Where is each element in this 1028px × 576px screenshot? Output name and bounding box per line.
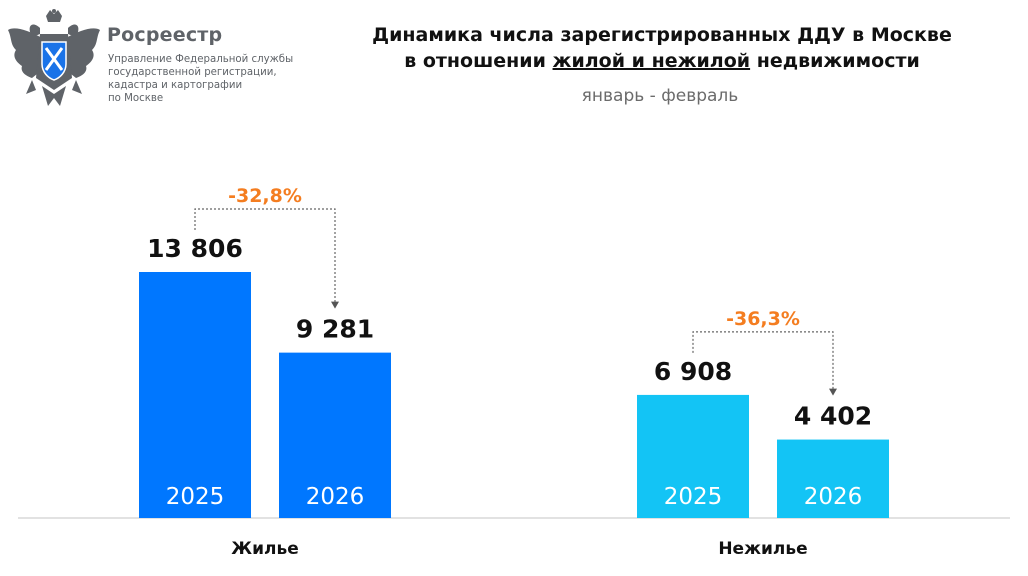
bar-value-label: 13 806 <box>147 234 243 263</box>
bar-year-label: 2025 <box>166 484 225 510</box>
bar <box>279 352 391 518</box>
category-label: Жилье <box>231 539 298 559</box>
org-subtitle-line: по Москве <box>108 93 164 104</box>
org-subtitle-line: кадастра и картографии <box>108 80 243 91</box>
title-prefix: в отношении <box>404 50 553 72</box>
bar-year-label: 2026 <box>306 484 365 510</box>
bar-year-label: 2026 <box>804 484 863 510</box>
change-arrow-icon <box>829 388 837 396</box>
bar-value-label: 9 281 <box>296 315 374 344</box>
org-subtitle: Управление Федеральной службы государств… <box>108 53 328 105</box>
chart-title-line-1: Динамика числа зарегистрированных ДДУ в … <box>372 24 952 46</box>
bar-value-label: 6 908 <box>654 357 732 386</box>
bar <box>637 394 749 518</box>
org-name: Росреестр <box>107 24 223 46</box>
bar <box>777 439 889 518</box>
title-underlined: жилой и нежилой <box>552 50 751 72</box>
bar <box>139 272 251 518</box>
chart-subtitle: январь - февраль <box>581 86 739 106</box>
title-suffix: недвижимости <box>750 50 920 72</box>
rosreestr-emblem-icon <box>8 9 100 106</box>
bar-year-label: 2025 <box>664 484 723 510</box>
chart-title-line-2: в отношении жилой и нежилой недвижимости <box>330 49 994 73</box>
org-subtitle-line: Управление Федеральной службы <box>108 54 294 65</box>
bar-value-label: 4 402 <box>794 402 872 431</box>
category-label: Нежилье <box>718 539 807 559</box>
change-arrow-icon <box>331 301 339 309</box>
org-subtitle-line: государственной регистрации, <box>108 67 277 78</box>
change-percent-label: -32,8% <box>228 185 302 207</box>
change-connector <box>692 331 834 390</box>
change-percent-label: -36,3% <box>726 308 800 330</box>
